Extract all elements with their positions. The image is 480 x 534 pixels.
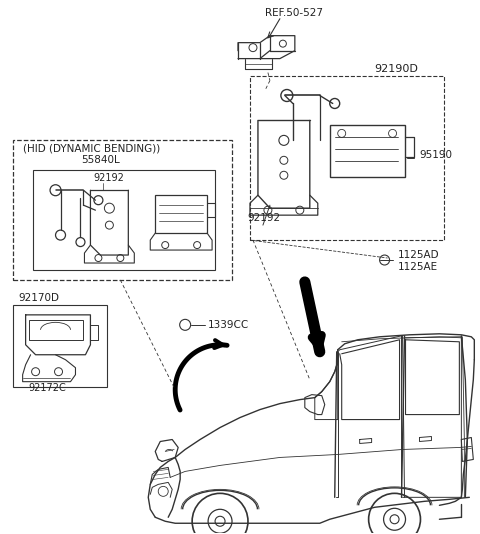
Bar xyxy=(155,195,207,233)
Text: 55840L: 55840L xyxy=(81,155,120,166)
Bar xyxy=(12,140,232,280)
Bar xyxy=(250,75,444,240)
Bar xyxy=(330,125,405,177)
Text: (HID (DYNAMIC BENDING)): (HID (DYNAMIC BENDING)) xyxy=(23,143,160,153)
Text: 95190: 95190 xyxy=(420,151,453,160)
Text: 1339CC: 1339CC xyxy=(208,320,249,330)
Text: 1125AD: 1125AD xyxy=(397,250,439,260)
Text: 92170D: 92170D xyxy=(19,293,60,303)
Text: 92190D: 92190D xyxy=(374,64,419,74)
Bar xyxy=(12,305,108,387)
Text: 92192: 92192 xyxy=(247,213,280,223)
Text: REF.50-527: REF.50-527 xyxy=(265,7,323,18)
Text: 1125AE: 1125AE xyxy=(397,262,438,272)
Text: 92192: 92192 xyxy=(94,173,124,183)
Text: 92172C: 92172C xyxy=(29,383,66,392)
Bar xyxy=(33,170,215,270)
Bar xyxy=(29,320,84,340)
